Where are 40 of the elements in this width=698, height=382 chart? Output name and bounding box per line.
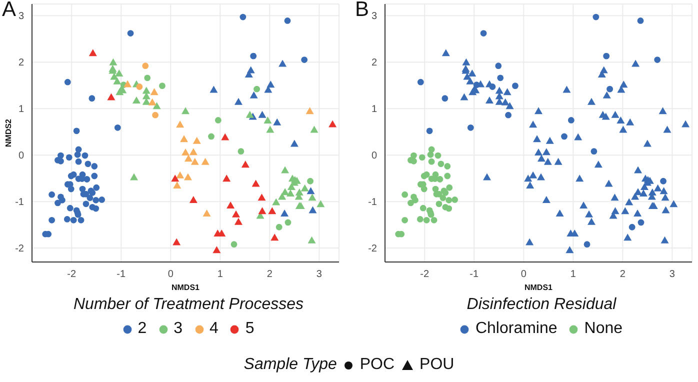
- legend-label: 3: [174, 320, 182, 338]
- x-tick-label: -2: [420, 269, 430, 280]
- legend-title: Disinfection Residual: [466, 296, 618, 314]
- y-tick-label: 2: [18, 58, 24, 69]
- x-tick-label: 2: [266, 269, 273, 280]
- y-tick-label: -2: [368, 244, 378, 255]
- text: POU: [420, 356, 454, 374]
- x-tick-label: 2: [620, 269, 626, 280]
- x-tick-label: 0: [168, 269, 174, 280]
- y-tick-label: 1: [371, 104, 378, 116]
- x-tick-label: -1: [116, 269, 126, 280]
- x-tick-label: 0: [520, 269, 527, 280]
- y-tick-label: 2: [371, 58, 378, 69]
- x-tick-label: -2: [67, 269, 76, 280]
- y-tick-label: 1: [18, 104, 24, 116]
- x-tick-label: 3: [669, 269, 676, 280]
- chart-title: A: [2, 0, 16, 22]
- y-tick-label: 0: [371, 150, 378, 162]
- y-tick-label: -2: [15, 244, 24, 255]
- y-tick-label: 3: [18, 11, 24, 22]
- x-axis-title: NMDS1: [524, 283, 554, 292]
- y-tick-label: 3: [371, 11, 378, 22]
- y-tick-label: 0: [18, 150, 24, 162]
- chart-title: B: [355, 0, 370, 22]
- y-tick-label: -1: [15, 197, 24, 208]
- text: POC: [360, 356, 395, 374]
- legend-label: 2: [138, 320, 147, 338]
- x-tick-label: -1: [470, 269, 480, 280]
- text: Sample Type: [244, 356, 337, 374]
- x-tick-label: 1: [570, 269, 576, 280]
- x-tick-label: 1: [217, 269, 224, 280]
- legend-label: None: [584, 320, 623, 338]
- legend-title: Number of Treatment Processes: [72, 296, 304, 314]
- y-axis-title: NMDS2: [4, 118, 13, 148]
- legend-label: 4: [210, 320, 218, 338]
- legend-label: Chloramine: [475, 320, 558, 338]
- x-axis-title: NMDS1: [171, 283, 200, 292]
- y-tick-label: -1: [368, 197, 378, 208]
- legend-label: 5: [245, 320, 254, 338]
- x-tick-label: 3: [316, 269, 322, 280]
